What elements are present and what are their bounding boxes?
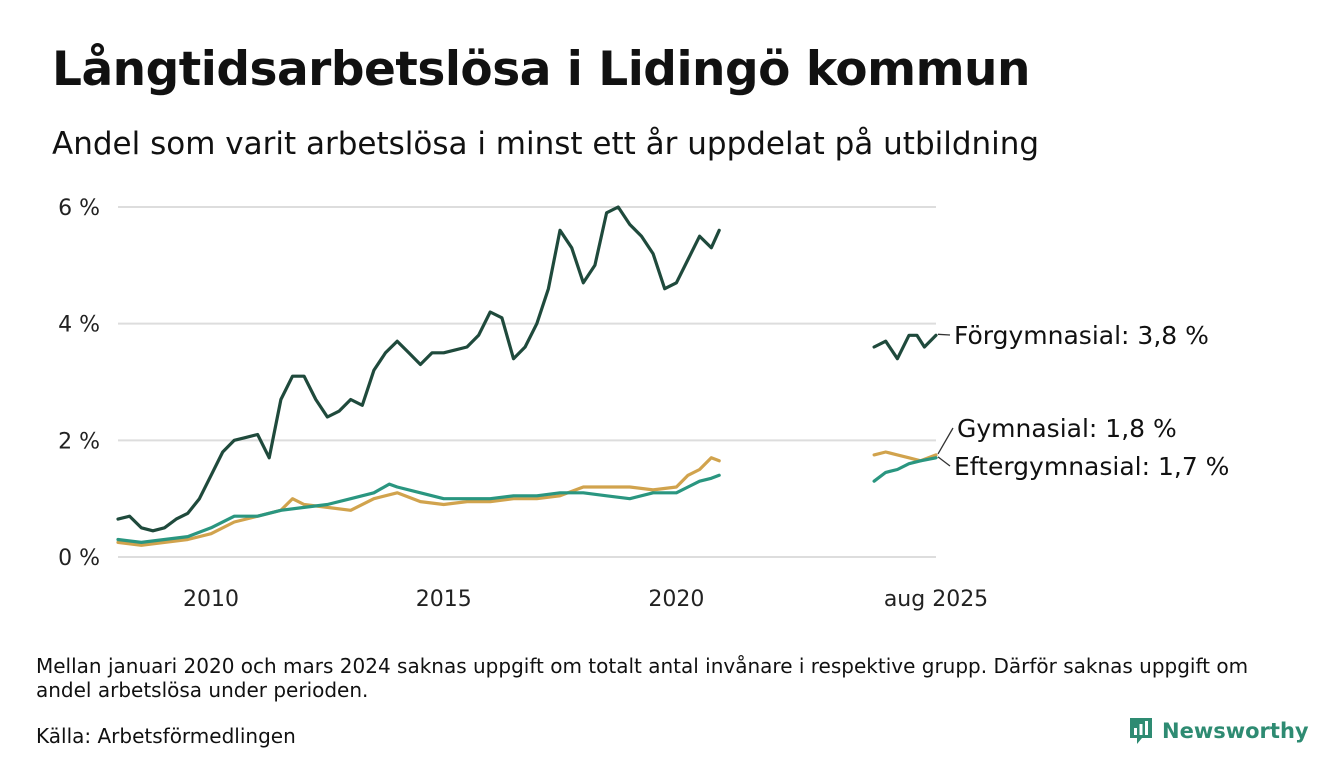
x-tick-label: aug 2025: [884, 587, 988, 612]
x-tick-label: 2010: [183, 587, 239, 612]
series-line-gymnasial: [116, 456, 721, 547]
source-text: Källa: Arbetsförmedlingen: [36, 724, 296, 748]
chart-subtitle: Andel som varit arbetslösa i minst ett å…: [52, 126, 1040, 162]
series-end-label: Gymnasial: 1,8 %: [957, 414, 1177, 443]
y-tick-label: 2 %: [58, 429, 100, 454]
newsworthy-logo: Newsworthy: [1128, 716, 1309, 746]
label-leader-line: [937, 456, 951, 467]
y-tick-label: 4 %: [58, 313, 100, 338]
x-tick-label: 2020: [648, 587, 704, 612]
y-tick-label: 0 %: [58, 546, 100, 571]
bar-chart-icon: [1130, 718, 1152, 744]
page-title: Långtidsarbetslösa i Lidingö kommun: [52, 42, 1030, 97]
series-line-förgymnasial: [872, 333, 938, 361]
series-line-eftergymnasial: [116, 473, 721, 544]
label-leader-line: [937, 333, 951, 336]
label-leader-line: [937, 427, 954, 455]
series-line-förgymnasial: [116, 205, 721, 533]
series-end-label: Eftergymnasial: 1,7 %: [954, 452, 1229, 481]
line-chart: 0 % 2 % 4 % 6 % 2010 2015 2020 aug 2025 Förgym…: [58, 196, 1229, 612]
x-tick-label: 2015: [416, 587, 472, 612]
footnote: Mellan januari 2020 och mars 2024 saknas…: [36, 654, 1249, 702]
series-line-eftergymnasial: [872, 456, 938, 483]
y-axis: 0 % 2 % 4 % 6 %: [58, 196, 100, 571]
line-labels: Förgymnasial: 3,8 % Gymnasial: 1,8 % Efter…: [937, 321, 1229, 481]
x-axis: 2010 2015 2020 aug 2025: [183, 587, 988, 612]
y-tick-label: 6 %: [58, 196, 100, 221]
logo-text: Newsworthy: [1162, 719, 1309, 743]
grid-layer: [118, 206, 936, 558]
series-layer: [116, 205, 938, 547]
series-end-label: Förgymnasial: 3,8 %: [954, 321, 1209, 350]
